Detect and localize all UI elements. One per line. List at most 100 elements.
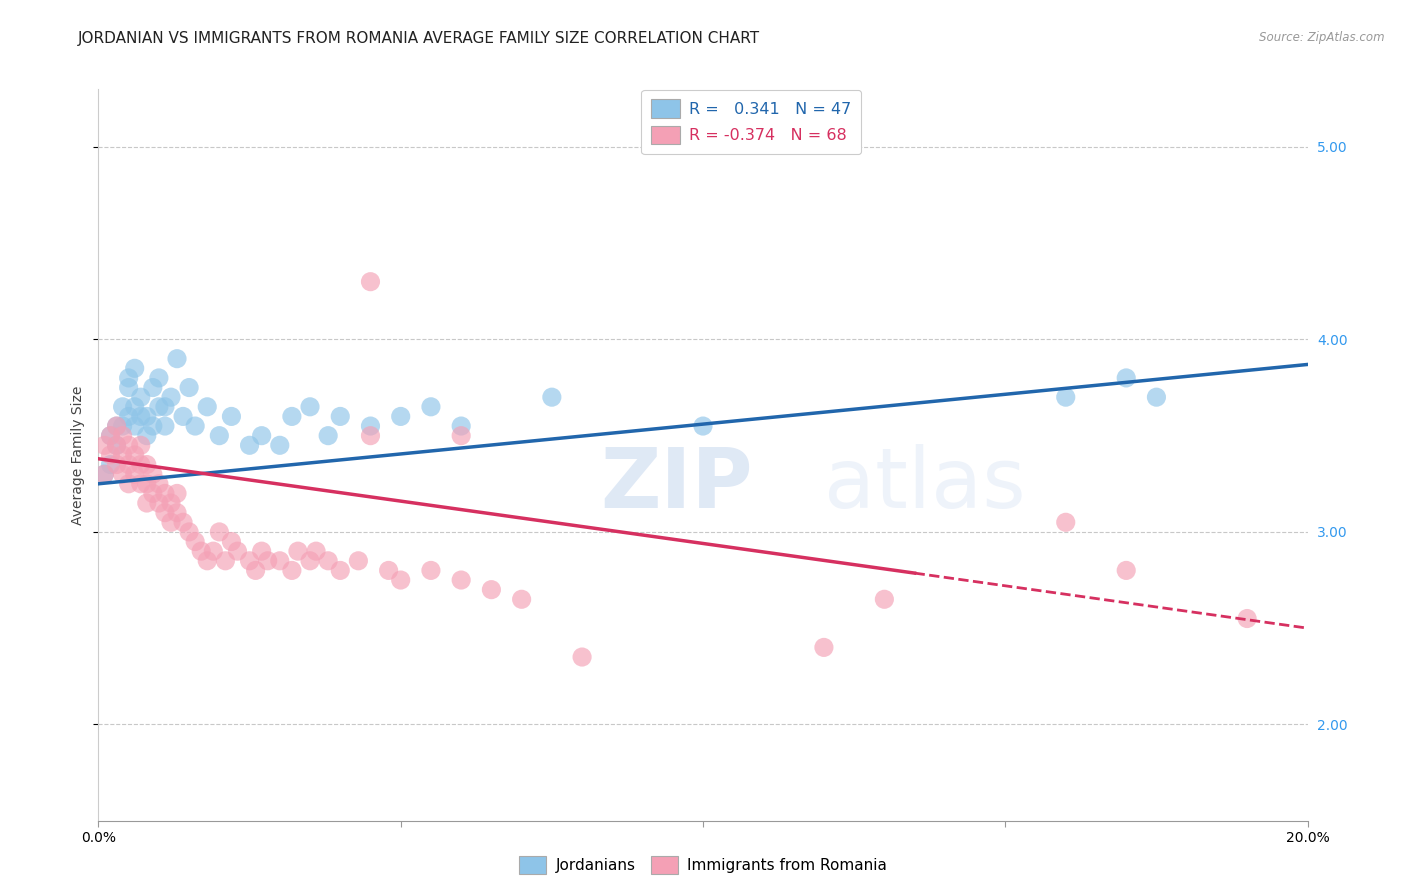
Point	[148, 476, 170, 491]
Point	[124, 400, 146, 414]
Point	[329, 563, 352, 577]
Point	[239, 554, 262, 568]
Point	[510, 592, 533, 607]
Point	[160, 516, 183, 530]
Point	[105, 438, 128, 452]
Point	[873, 592, 896, 607]
Point	[118, 371, 141, 385]
Point	[129, 438, 152, 452]
Point	[389, 409, 412, 424]
Point	[450, 573, 472, 587]
Point	[329, 409, 352, 424]
Point	[93, 467, 115, 482]
Point	[111, 448, 134, 462]
Point	[118, 438, 141, 452]
Point	[124, 419, 146, 434]
Text: atlas: atlas	[824, 443, 1025, 524]
Point	[287, 544, 309, 558]
Point	[135, 409, 157, 424]
Point	[316, 428, 339, 442]
Point	[153, 400, 176, 414]
Point	[195, 554, 218, 568]
Point	[135, 428, 157, 442]
Point	[347, 554, 370, 568]
Point	[256, 554, 278, 568]
Point	[135, 458, 157, 472]
Point	[142, 419, 165, 434]
Point	[202, 544, 225, 558]
Point	[250, 428, 273, 442]
Point	[105, 458, 128, 472]
Point	[148, 371, 170, 385]
Point	[135, 496, 157, 510]
Point	[1115, 563, 1137, 577]
Point	[190, 544, 212, 558]
Point	[813, 640, 835, 655]
Point	[1054, 390, 1077, 404]
Text: Source: ZipAtlas.com: Source: ZipAtlas.com	[1260, 31, 1385, 45]
Point	[1054, 516, 1077, 530]
Point	[360, 419, 382, 434]
Y-axis label: Average Family Size: Average Family Size	[72, 385, 86, 524]
Point	[160, 390, 183, 404]
Point	[124, 467, 146, 482]
Point	[105, 419, 128, 434]
Point	[360, 275, 382, 289]
Point	[221, 534, 243, 549]
Point	[148, 496, 170, 510]
Point	[481, 582, 503, 597]
Point	[166, 486, 188, 500]
Point	[316, 554, 339, 568]
Point	[111, 400, 134, 414]
Point	[245, 563, 267, 577]
Legend: Jordanians, Immigrants from Romania: Jordanians, Immigrants from Romania	[513, 850, 893, 880]
Point	[129, 409, 152, 424]
Point	[118, 458, 141, 472]
Point	[299, 400, 322, 414]
Point	[420, 563, 443, 577]
Point	[160, 496, 183, 510]
Point	[1236, 611, 1258, 625]
Point	[239, 438, 262, 452]
Point	[148, 400, 170, 414]
Point	[105, 438, 128, 452]
Point	[195, 400, 218, 414]
Point	[166, 506, 188, 520]
Point	[129, 476, 152, 491]
Point	[420, 400, 443, 414]
Point	[226, 544, 249, 558]
Point	[1144, 390, 1167, 404]
Point	[100, 428, 122, 442]
Point	[166, 351, 188, 366]
Point	[142, 467, 165, 482]
Point	[142, 380, 165, 394]
Text: JORDANIAN VS IMMIGRANTS FROM ROMANIA AVERAGE FAMILY SIZE CORRELATION CHART: JORDANIAN VS IMMIGRANTS FROM ROMANIA AVE…	[77, 31, 759, 46]
Point	[118, 409, 141, 424]
Point	[184, 534, 207, 549]
Point	[305, 544, 328, 558]
Point	[100, 428, 122, 442]
Point	[1115, 371, 1137, 385]
Point	[135, 476, 157, 491]
Text: ZIP: ZIP	[600, 443, 752, 524]
Point	[692, 419, 714, 434]
Point	[118, 476, 141, 491]
Point	[269, 438, 291, 452]
Point	[389, 573, 412, 587]
Point	[214, 554, 236, 568]
Point	[179, 380, 201, 394]
Point	[281, 409, 304, 424]
Point	[221, 409, 243, 424]
Point	[142, 486, 165, 500]
Point	[124, 361, 146, 376]
Point	[153, 419, 176, 434]
Point	[450, 428, 472, 442]
Point	[450, 419, 472, 434]
Point	[93, 438, 115, 452]
Point	[184, 419, 207, 434]
Point	[111, 428, 134, 442]
Point	[100, 448, 122, 462]
Point	[129, 390, 152, 404]
Point	[172, 409, 194, 424]
Point	[111, 467, 134, 482]
